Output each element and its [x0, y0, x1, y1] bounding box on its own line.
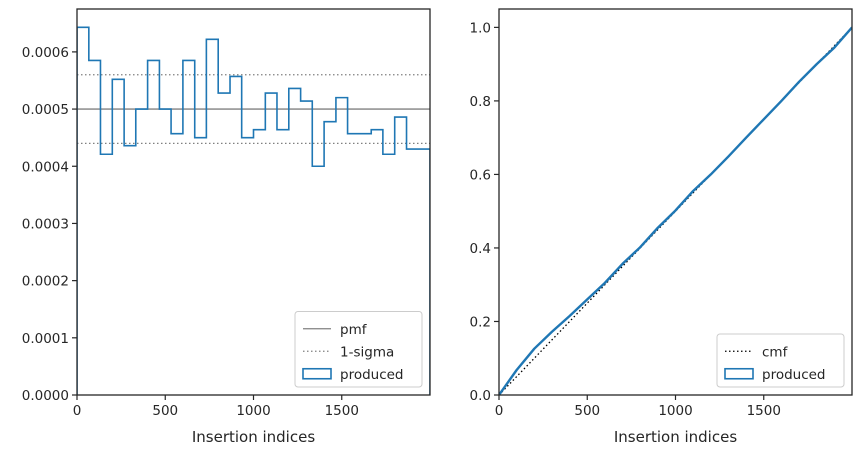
- legend-label: cmf: [762, 344, 789, 360]
- x-tick-label: 0: [73, 403, 82, 419]
- x-tick-label: 1500: [747, 403, 781, 419]
- chart-panel-2: 0 500 1000 1500 0.0 0.2 0.4 0.6 0.8 1.0 Insertion …: [470, 8, 853, 446]
- y-tick-label: 0.0005: [22, 102, 69, 118]
- legend-handle-produced: [302, 367, 332, 380]
- legend-label: 1-sigma: [340, 344, 394, 360]
- x-tick-label: 1500: [325, 403, 359, 419]
- y-tick-label: 0.0006: [22, 45, 69, 61]
- plot-area: [499, 26, 852, 395]
- y-tick-label: 0.0001: [22, 331, 69, 347]
- y-tick-label: 0.4: [470, 241, 491, 257]
- y-tick-label: 0.8: [470, 94, 491, 110]
- x-tick-label: 500: [574, 403, 600, 419]
- legend: pmf 1-sigma produced: [294, 311, 423, 388]
- legend-label: pmf: [340, 322, 368, 338]
- y-tick-label: 0.0000: [22, 388, 69, 404]
- legend-box: [716, 333, 845, 388]
- produced-cumulative-line: [499, 26, 852, 395]
- x-axis-label: Insertion indices: [192, 428, 315, 446]
- y-tick-label: 0.0003: [22, 216, 69, 232]
- y-tick-label: 1.0: [470, 20, 491, 36]
- y-tick-label: 0.2: [470, 314, 491, 330]
- y-tick-label: 0.0002: [22, 274, 69, 290]
- produced-step-outline: [77, 26, 430, 395]
- x-axis-label: Insertion indices: [614, 428, 737, 446]
- x-tick-label: 1000: [658, 403, 692, 419]
- y-tick-label: 0.6: [470, 167, 491, 183]
- legend-label: produced: [762, 367, 826, 383]
- x-tick-label: 0: [495, 403, 504, 419]
- x-tick-label: 1000: [236, 403, 270, 419]
- x-tick-label: 500: [152, 403, 178, 419]
- legend: cmf produced: [716, 333, 845, 388]
- legend-handle-produced: [724, 367, 754, 380]
- legend-label: produced: [340, 367, 404, 383]
- y-tick-label: 0.0004: [22, 159, 69, 175]
- chart-panel-1: 0 500 1000 1500 0.0000 0.0001 0.0002 0.0003 0.00…: [22, 8, 431, 446]
- plot-area: [77, 26, 430, 395]
- y-tick-label: 0.0: [470, 388, 491, 404]
